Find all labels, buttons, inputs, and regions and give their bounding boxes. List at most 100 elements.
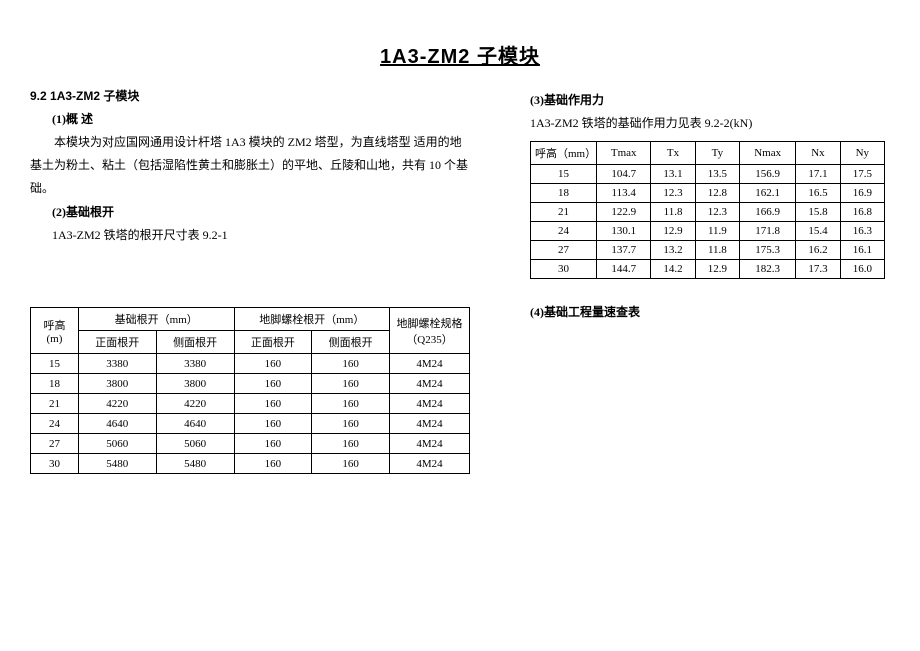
table-row: 18380038001601604M24 bbox=[31, 374, 470, 394]
table-header-cell: Nmax bbox=[740, 141, 796, 164]
table-header-cell: 侧面根开 bbox=[156, 331, 234, 354]
columns-wrapper: 9.2 1A3-ZM2 子模块 (1)概 述 本模块为对应国网通用设计杆塔 1A… bbox=[30, 87, 890, 474]
paragraph-table2-caption: 1A3-ZM2 铁塔的基础作用力见表 9.2-2(kN) bbox=[530, 112, 890, 135]
table-header-cell: Tx bbox=[651, 141, 695, 164]
table-row: 27506050601601604M24 bbox=[31, 434, 470, 454]
table-cell: 13.2 bbox=[651, 240, 695, 259]
table-foundation-forces: 呼高（mm） Tmax Tx Ty Nmax Nx Ny 15104.713.1… bbox=[530, 141, 885, 279]
table-cell: 12.9 bbox=[695, 259, 739, 278]
table-cell: 15.8 bbox=[796, 202, 840, 221]
table-cell: 21 bbox=[531, 202, 597, 221]
table-cell: 113.4 bbox=[597, 183, 651, 202]
table-cell: 16.8 bbox=[840, 202, 884, 221]
table-cell: 166.9 bbox=[740, 202, 796, 221]
table-header-cell: 侧面根开 bbox=[312, 331, 390, 354]
table-cell: 4640 bbox=[78, 414, 156, 434]
table-cell: 3800 bbox=[156, 374, 234, 394]
table-cell: 4M24 bbox=[390, 374, 470, 394]
table-header-cell: 呼高(m) bbox=[31, 308, 79, 354]
heading-foundation-force: (3)基础作用力 bbox=[530, 91, 890, 108]
paragraph-table1-caption: 1A3-ZM2 铁塔的根开尺寸表 9.2-1 bbox=[52, 224, 470, 247]
table-row: 24130.112.911.9171.815.416.3 bbox=[531, 221, 885, 240]
table-cell: 160 bbox=[312, 374, 390, 394]
left-column: 9.2 1A3-ZM2 子模块 (1)概 述 本模块为对应国网通用设计杆塔 1A… bbox=[30, 87, 470, 474]
table-cell: 12.9 bbox=[651, 221, 695, 240]
table-cell: 16.9 bbox=[840, 183, 884, 202]
table-cell: 17.5 bbox=[840, 164, 884, 183]
table-cell: 4M24 bbox=[390, 434, 470, 454]
table-cell: 15 bbox=[31, 354, 79, 374]
table-cell: 122.9 bbox=[597, 202, 651, 221]
table-cell: 160 bbox=[234, 374, 312, 394]
table-cell: 30 bbox=[531, 259, 597, 278]
heading-overview: (1)概 述 bbox=[52, 110, 470, 127]
table-header-cell: 基础根开（mm） bbox=[78, 308, 234, 331]
table-cell: 14.2 bbox=[651, 259, 695, 278]
table-cell: 182.3 bbox=[740, 259, 796, 278]
table-cell: 160 bbox=[312, 354, 390, 374]
table-cell: 3380 bbox=[156, 354, 234, 374]
table-cell: 4M24 bbox=[390, 414, 470, 434]
table-cell: 175.3 bbox=[740, 240, 796, 259]
table-cell: 4M24 bbox=[390, 454, 470, 474]
table-cell: 18 bbox=[531, 183, 597, 202]
table-cell: 11.8 bbox=[695, 240, 739, 259]
table-cell: 160 bbox=[234, 394, 312, 414]
table-row: 21422042201601604M24 bbox=[31, 394, 470, 414]
table-header-cell: 地脚螺栓规格 （Q235） bbox=[390, 308, 470, 354]
table-cell: 21 bbox=[31, 394, 79, 414]
table-cell: 160 bbox=[234, 354, 312, 374]
table-cell: 11.8 bbox=[651, 202, 695, 221]
table-cell: 171.8 bbox=[740, 221, 796, 240]
table-cell: 17.3 bbox=[796, 259, 840, 278]
table-cell: 11.9 bbox=[695, 221, 739, 240]
table-row: 15338033801601604M24 bbox=[31, 354, 470, 374]
table-cell: 4220 bbox=[156, 394, 234, 414]
table-row: 30144.714.212.9182.317.316.0 bbox=[531, 259, 885, 278]
table-row: 30548054801601604M24 bbox=[31, 454, 470, 474]
table-header-cell: Nx bbox=[796, 141, 840, 164]
table-cell: 18 bbox=[31, 374, 79, 394]
right-column: (3)基础作用力 1A3-ZM2 铁塔的基础作用力见表 9.2-2(kN) 呼高… bbox=[530, 87, 890, 474]
table-cell: 144.7 bbox=[597, 259, 651, 278]
table-cell: 130.1 bbox=[597, 221, 651, 240]
table-header-cell: 呼高（mm） bbox=[531, 141, 597, 164]
table-header-cell: 地脚螺栓根开（mm） bbox=[234, 308, 390, 331]
table-cell: 156.9 bbox=[740, 164, 796, 183]
section-number: 9.2 1A3-ZM2 子模块 bbox=[30, 87, 470, 104]
table-cell: 15 bbox=[531, 164, 597, 183]
table-row: 27137.713.211.8175.316.216.1 bbox=[531, 240, 885, 259]
table-cell: 16.0 bbox=[840, 259, 884, 278]
table-cell: 160 bbox=[312, 414, 390, 434]
table-header-cell: Tmax bbox=[597, 141, 651, 164]
table-cell: 5480 bbox=[78, 454, 156, 474]
table-cell: 4220 bbox=[78, 394, 156, 414]
table-cell: 4M24 bbox=[390, 394, 470, 414]
table-cell: 13.5 bbox=[695, 164, 739, 183]
table-cell: 13.1 bbox=[651, 164, 695, 183]
table-cell: 162.1 bbox=[740, 183, 796, 202]
table-cell: 16.1 bbox=[840, 240, 884, 259]
table-cell: 5060 bbox=[78, 434, 156, 454]
table-row: 24464046401601604M24 bbox=[31, 414, 470, 434]
heading-quantity-table: (4)基础工程量速查表 bbox=[530, 303, 890, 320]
table-cell: 160 bbox=[312, 434, 390, 454]
table-cell: 30 bbox=[31, 454, 79, 474]
table-cell: 3800 bbox=[78, 374, 156, 394]
table-cell: 160 bbox=[234, 454, 312, 474]
table-row: 18113.412.312.8162.116.516.9 bbox=[531, 183, 885, 202]
cell-text: （Q235） bbox=[406, 334, 452, 346]
table-cell: 27 bbox=[531, 240, 597, 259]
table-cell: 104.7 bbox=[597, 164, 651, 183]
table-header-cell: Ny bbox=[840, 141, 884, 164]
cell-text: (m) bbox=[47, 333, 63, 345]
table-header-cell: 正面根开 bbox=[234, 331, 312, 354]
table-cell: 16.5 bbox=[796, 183, 840, 202]
cell-text: 地脚螺栓规格 bbox=[397, 318, 463, 330]
cell-text: 呼高 bbox=[43, 320, 65, 332]
heading-foundation-open: (2)基础根开 bbox=[52, 203, 470, 220]
table-cell: 137.7 bbox=[597, 240, 651, 259]
table-row: 呼高（mm） Tmax Tx Ty Nmax Nx Ny bbox=[531, 141, 885, 164]
table-cell: 5480 bbox=[156, 454, 234, 474]
table-row: 呼高(m) 基础根开（mm） 地脚螺栓根开（mm） 地脚螺栓规格（Q235） bbox=[31, 308, 470, 331]
